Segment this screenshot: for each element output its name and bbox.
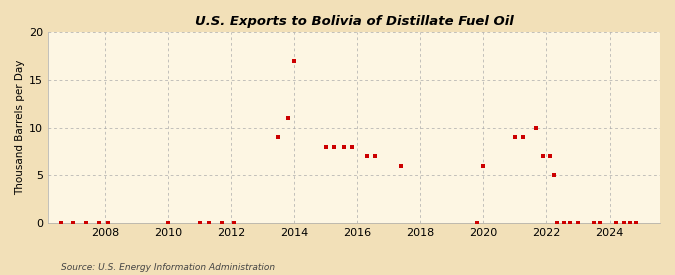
Point [544, 154, 555, 158]
Title: U.S. Exports to Bolivia of Distillate Fuel Oil: U.S. Exports to Bolivia of Distillate Fu… [194, 15, 514, 28]
Point [328, 144, 339, 149]
Point [610, 221, 621, 225]
Point [273, 135, 284, 139]
Text: Source: U.S. Energy Information Administration: Source: U.S. Energy Information Administ… [61, 263, 275, 272]
Point [163, 221, 173, 225]
Point [103, 221, 113, 225]
Point [531, 125, 541, 130]
Point [572, 221, 583, 225]
Point [55, 221, 66, 225]
Point [339, 144, 350, 149]
Point [549, 173, 560, 178]
Point [472, 221, 483, 225]
Point [595, 221, 605, 225]
Point [93, 221, 104, 225]
Point [80, 221, 91, 225]
Point [478, 164, 489, 168]
Point [369, 154, 380, 158]
Point [618, 221, 629, 225]
Point [510, 135, 520, 139]
Point [282, 116, 293, 120]
Point [518, 135, 529, 139]
Point [552, 221, 563, 225]
Point [216, 221, 227, 225]
Point [289, 58, 300, 63]
Point [624, 221, 635, 225]
Point [538, 154, 549, 158]
Point [589, 221, 599, 225]
Point [631, 221, 642, 225]
Point [321, 144, 331, 149]
Point [558, 221, 569, 225]
Y-axis label: Thousand Barrels per Day: Thousand Barrels per Day [15, 60, 25, 195]
Point [396, 164, 407, 168]
Point [194, 221, 205, 225]
Point [346, 144, 357, 149]
Point [68, 221, 79, 225]
Point [565, 221, 576, 225]
Point [229, 221, 240, 225]
Point [204, 221, 215, 225]
Point [361, 154, 372, 158]
